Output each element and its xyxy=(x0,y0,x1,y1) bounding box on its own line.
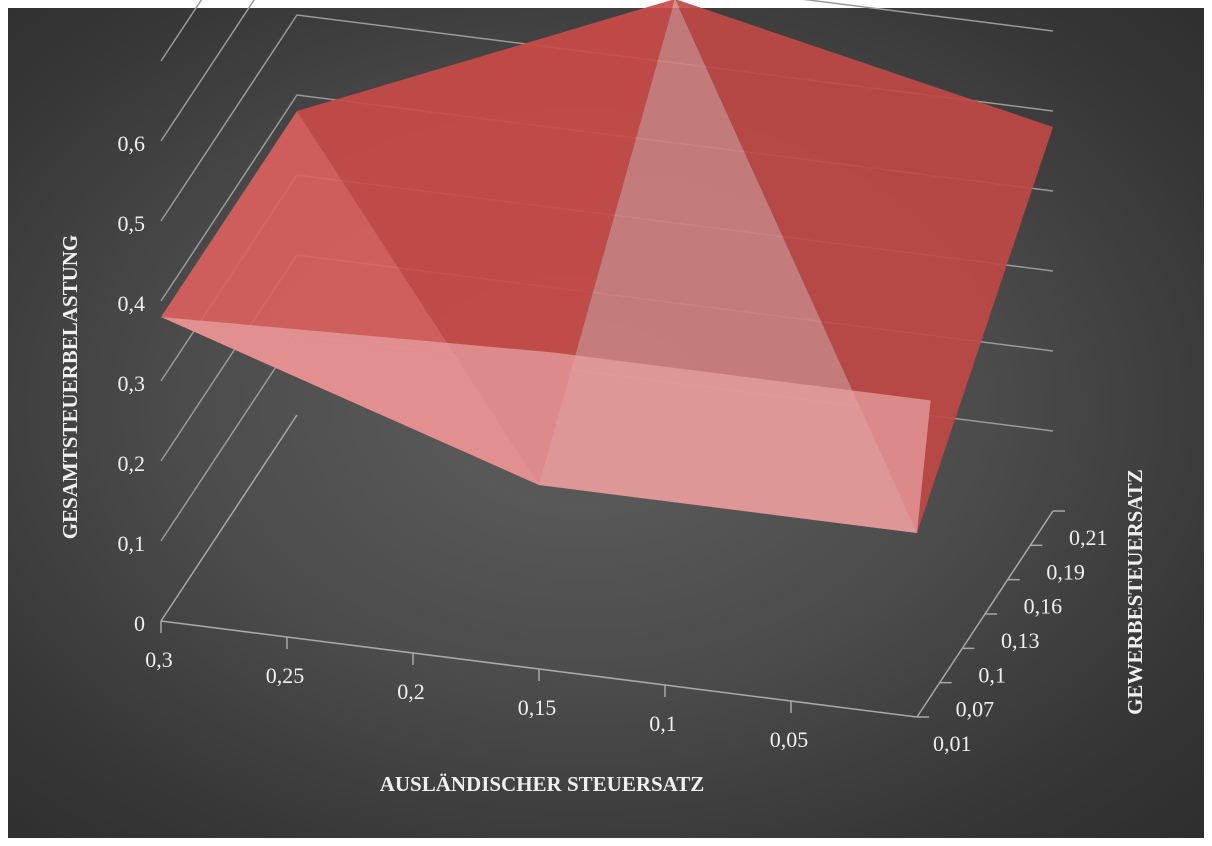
z-tick-label: 0,3 xyxy=(118,371,146,396)
y-tick-label: 0,07 xyxy=(956,697,995,722)
surface-plot xyxy=(161,0,1053,533)
surface-facet-underside xyxy=(161,317,931,533)
y-axis-title: GEWERBESTEUERSATZ xyxy=(1123,469,1147,715)
x-tick-label: 0,05 xyxy=(770,727,809,752)
y-tick-label: 0,16 xyxy=(1024,594,1063,619)
y-tick-label: 0,01 xyxy=(933,731,972,756)
gridline-z xyxy=(160,0,1054,142)
y-tick-label: 0,19 xyxy=(1046,559,1085,584)
x-tick-label: 0,3 xyxy=(145,647,173,672)
z-tick-label: 0,2 xyxy=(118,451,146,476)
z-tick-label: 0 xyxy=(134,611,145,636)
z-tick-label: 0,6 xyxy=(118,131,146,156)
surface-facet-back xyxy=(297,0,675,485)
y-tick-label: 0,21 xyxy=(1069,525,1108,550)
floor-edge-line xyxy=(160,414,298,622)
axes xyxy=(160,414,1065,718)
z-tick-label: 0,4 xyxy=(118,291,146,316)
z-tick-label: 0,1 xyxy=(118,531,146,556)
surface-facet-back xyxy=(675,0,1053,533)
x-tick-label: 0,15 xyxy=(518,695,557,720)
x-tick-label: 0,1 xyxy=(649,711,677,736)
y-tick-label: 0,13 xyxy=(1001,628,1040,653)
z-axis-title: GESAMTSTEUERBELASTUNG xyxy=(58,235,82,540)
x-tick-label: 0,25 xyxy=(266,663,305,688)
tick-labels: 0,3 0,25 0,2 0,15 0,1 0,05 0,01 0,07 0,1 0,13 0,16… xyxy=(118,131,1108,756)
x-tick-label: 0,2 xyxy=(397,679,425,704)
z-tick-label: 0,5 xyxy=(118,211,146,236)
x-axis-title: AUSLÄNDISCHER STEUERSATZ xyxy=(380,772,705,796)
y-tick-label: 0,1 xyxy=(978,662,1006,687)
